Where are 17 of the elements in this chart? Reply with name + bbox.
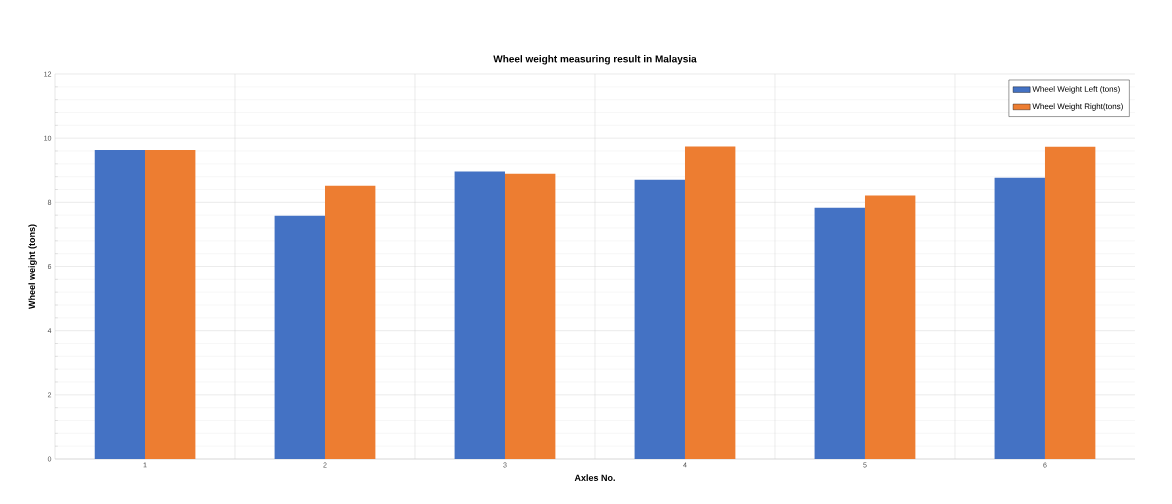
bar — [454, 171, 505, 459]
bar — [634, 179, 685, 459]
x-axis-title: Axles No. — [574, 474, 615, 481]
bar — [1044, 146, 1096, 459]
bar — [274, 215, 325, 459]
bar — [94, 150, 145, 459]
bar — [814, 207, 865, 459]
bar — [684, 146, 736, 459]
bar — [324, 185, 376, 459]
bar — [145, 150, 196, 459]
y-axis-title: Wheel weight (tons) — [28, 224, 37, 309]
bar — [994, 177, 1045, 459]
legend-label: Wheel Weight Right(tons) — [1032, 103, 1123, 111]
legend-label: Wheel Weight Left (tons) — [1032, 85, 1120, 94]
bar — [864, 195, 916, 459]
chart-title: Wheel weight measuring result in Malaysia — [493, 55, 697, 65]
bar — [504, 173, 556, 459]
